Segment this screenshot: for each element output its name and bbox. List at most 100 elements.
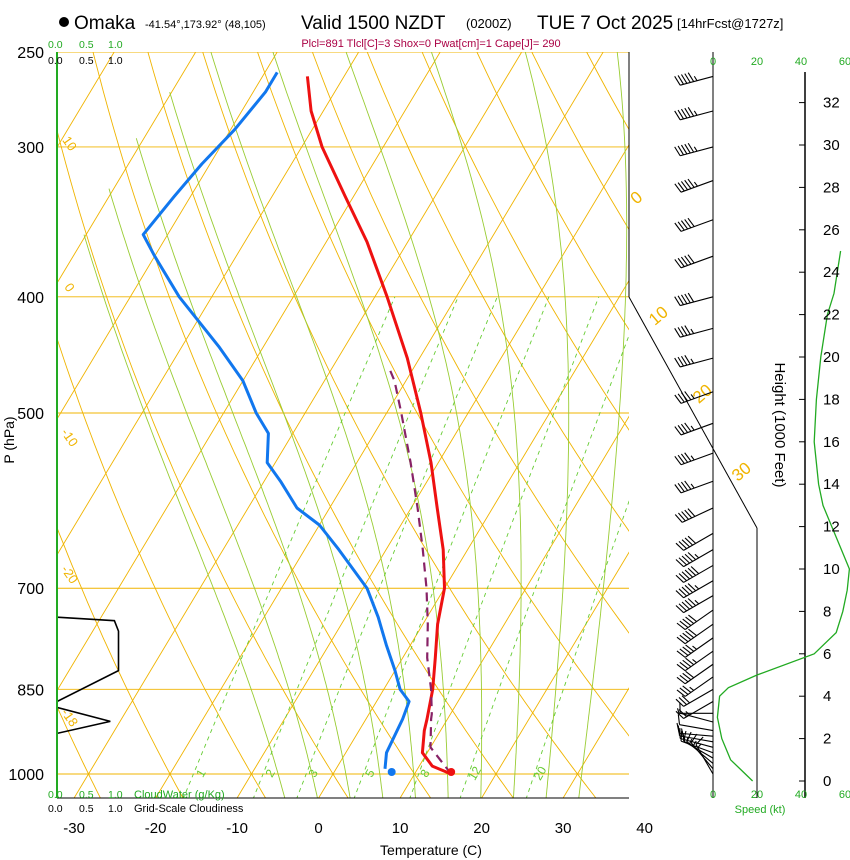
wind-barb — [675, 580, 714, 599]
wind-barb-flag — [674, 146, 681, 157]
wind-barb-staff — [680, 255, 714, 269]
sounding-indices: Plcl=891 Tlcl[C]=3 Shox=0 Pwat[cm]=1 Cap… — [301, 38, 560, 50]
temperature-tick-label: -20 — [145, 820, 167, 837]
wind-barb-flag — [684, 599, 694, 608]
wind-barb-half-flag — [694, 553, 700, 559]
height-tick-label: 32 — [823, 95, 840, 112]
wind-barb-flag — [678, 573, 687, 582]
wind-barb-flag — [680, 326, 688, 336]
wind-barb-flag — [681, 511, 689, 520]
isotherm-line — [57, 52, 278, 420]
wind-barb-staff — [680, 327, 714, 338]
height-tick-label: 22 — [823, 307, 840, 324]
mixing-ratio-line — [296, 296, 498, 798]
pressure-tick-label: 700 — [17, 581, 44, 598]
speed-axis-title: Speed (kt) — [735, 804, 786, 816]
wind-barb-staff — [679, 724, 714, 732]
moist-adiabat-line — [135, 138, 351, 798]
pressure-tick-label: 400 — [17, 290, 44, 307]
wind-barb-flag — [680, 181, 689, 191]
wind-barb-staff — [684, 623, 714, 645]
wind-barb-flag — [684, 480, 692, 490]
wind-barb-staff — [680, 391, 714, 404]
sounding-profiles — [57, 71, 456, 776]
valid-time: Valid 1500 NZDT — [301, 13, 446, 34]
height-tick-label: 12 — [823, 519, 840, 536]
dry-adiabat-line — [476, 52, 629, 331]
wind-barb-flag — [674, 183, 682, 193]
wind-barb-staff — [684, 676, 714, 697]
dry-adiabat-line — [257, 52, 629, 737]
parcel-profile — [388, 369, 453, 775]
wind-barb-flag — [677, 482, 685, 493]
station-name: Omaka — [74, 13, 136, 34]
isotherm-line — [57, 52, 197, 285]
isotherm-line — [562, 687, 629, 798]
wind-barb — [676, 722, 714, 737]
wind-barb-staff — [680, 296, 714, 307]
height-tick-label: 28 — [823, 179, 840, 196]
wind-barb-flag — [685, 616, 695, 625]
wind-barb — [674, 480, 714, 494]
dry-adiabat-line — [366, 52, 629, 532]
wind-barb-flag — [678, 541, 687, 550]
wind-barb-half-flag — [690, 483, 695, 489]
wind-barb-flag — [676, 650, 686, 658]
cloud-scale-bot-b1: 0.5 — [79, 803, 94, 815]
wind-barb-staff — [683, 700, 714, 719]
wind-barb-flag — [676, 722, 680, 734]
wind-barb-flag — [687, 72, 695, 82]
dry-adiabat-line — [421, 52, 629, 431]
wind-barb-flag — [675, 559, 684, 568]
moist-adiabat-line — [578, 52, 628, 798]
wind-barb-flag — [684, 584, 694, 593]
mixing-ratio-label: 2 — [263, 767, 279, 780]
wind-barb-flag — [674, 259, 682, 269]
wind-barb-flag — [684, 509, 693, 519]
mixing-ratio-line — [409, 296, 600, 798]
plot-frame — [56, 52, 806, 799]
dewpoint-profile — [141, 71, 411, 769]
moist-adiabat-line — [272, 52, 449, 798]
forecast-hours: [14hrFcst@1727z] — [677, 16, 783, 31]
temperature-tick-label: 10 — [392, 820, 409, 837]
wind-barb — [674, 217, 714, 232]
station-coords: -41.54°,173.92° (48,105) — [145, 19, 266, 31]
mixing-ratio-line — [459, 334, 629, 798]
wind-barb-flag — [680, 481, 689, 491]
pressure-tick-label: 1000 — [8, 767, 44, 784]
mixing-ratio-line — [353, 296, 550, 798]
diagram-background-lines — [57, 52, 629, 798]
wind-barb-flag — [677, 221, 685, 231]
wind-barb-flag — [684, 452, 692, 462]
wind-barb-flag — [679, 687, 689, 695]
cloud-scale-top: 0.0 0.5 1.0 0.0 0.5 1.0 — [48, 39, 123, 67]
wind-barb-flag — [680, 220, 689, 230]
wind-barb-flag — [687, 567, 697, 576]
wind-barb-flag — [674, 426, 682, 436]
wind-barb-flag — [680, 423, 689, 433]
wind-barb-flag — [674, 394, 682, 404]
wind-barb-flag — [677, 182, 685, 192]
wind-barb-half-flag — [692, 740, 697, 746]
wind-barb-flag — [678, 557, 687, 566]
wind-barb-half-flag — [685, 710, 690, 716]
dry-adiabat-label: -20 — [58, 562, 81, 586]
wind-barb-flag — [680, 144, 688, 155]
wind-barb-flag — [684, 569, 694, 578]
cloud-water-label: CloudWater (g/Kg) — [134, 789, 225, 801]
wind-barb — [674, 178, 714, 193]
wind-barb — [674, 72, 714, 86]
wind-barb-staff — [680, 740, 714, 754]
wind-barb-staff — [684, 637, 714, 658]
isotherm-line — [481, 551, 629, 798]
cloudiness-label: Grid-Scale Cloudiness — [134, 803, 244, 815]
wind-barb-flag — [680, 294, 688, 305]
isotherm-label: 0 — [627, 187, 646, 208]
temperature-tick-label: 40 — [636, 820, 653, 837]
wind-barb — [676, 609, 714, 631]
wind-barb-half-flag — [694, 599, 700, 605]
speed-tick-bottom: 20 — [751, 789, 763, 801]
